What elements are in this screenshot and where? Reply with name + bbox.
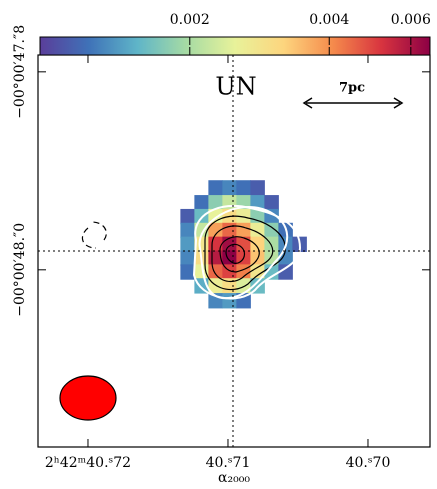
x-tick-label: 40.ˢ70 xyxy=(346,455,391,471)
scale-bar xyxy=(304,98,402,108)
scale-label: 7pc xyxy=(339,81,365,96)
pixel xyxy=(264,195,279,210)
x-tick-label: 40.ˢ71 xyxy=(206,455,251,471)
colorbar xyxy=(40,37,430,55)
colorbar-tick-label: 0.006 xyxy=(391,12,431,28)
pixel xyxy=(250,237,265,252)
figure: 7pc UN α₂₀₀₀ 0.002 0.004 0.006 2ʰ42ᵐ40.ˢ72 4… xyxy=(0,0,437,489)
pixel xyxy=(208,237,223,252)
x-tick-label: 2ʰ42ᵐ40.ˢ72 xyxy=(45,455,131,471)
pixel xyxy=(250,180,265,195)
pixel xyxy=(180,237,195,252)
pixel xyxy=(180,264,195,279)
pixel xyxy=(236,180,251,195)
pixel xyxy=(208,180,223,195)
pixel xyxy=(208,264,223,279)
x-axis-label: α₂₀₀₀ xyxy=(218,470,250,486)
source-label: UN xyxy=(215,73,256,101)
y-tick-label: −00°00′47.″8 xyxy=(12,25,28,119)
pixel xyxy=(180,209,195,224)
pixel xyxy=(222,293,237,308)
beam xyxy=(60,376,116,420)
pixel xyxy=(222,223,237,238)
pixel xyxy=(180,251,195,266)
colorbar-tick-label: 0.004 xyxy=(309,12,349,28)
pixel xyxy=(222,180,237,195)
pixel xyxy=(180,223,195,238)
colorbar-tick-label: 0.002 xyxy=(170,12,210,28)
pixel xyxy=(236,223,251,238)
y-tick-label: −00°00′48.″0 xyxy=(12,223,28,317)
pixel xyxy=(194,195,209,210)
